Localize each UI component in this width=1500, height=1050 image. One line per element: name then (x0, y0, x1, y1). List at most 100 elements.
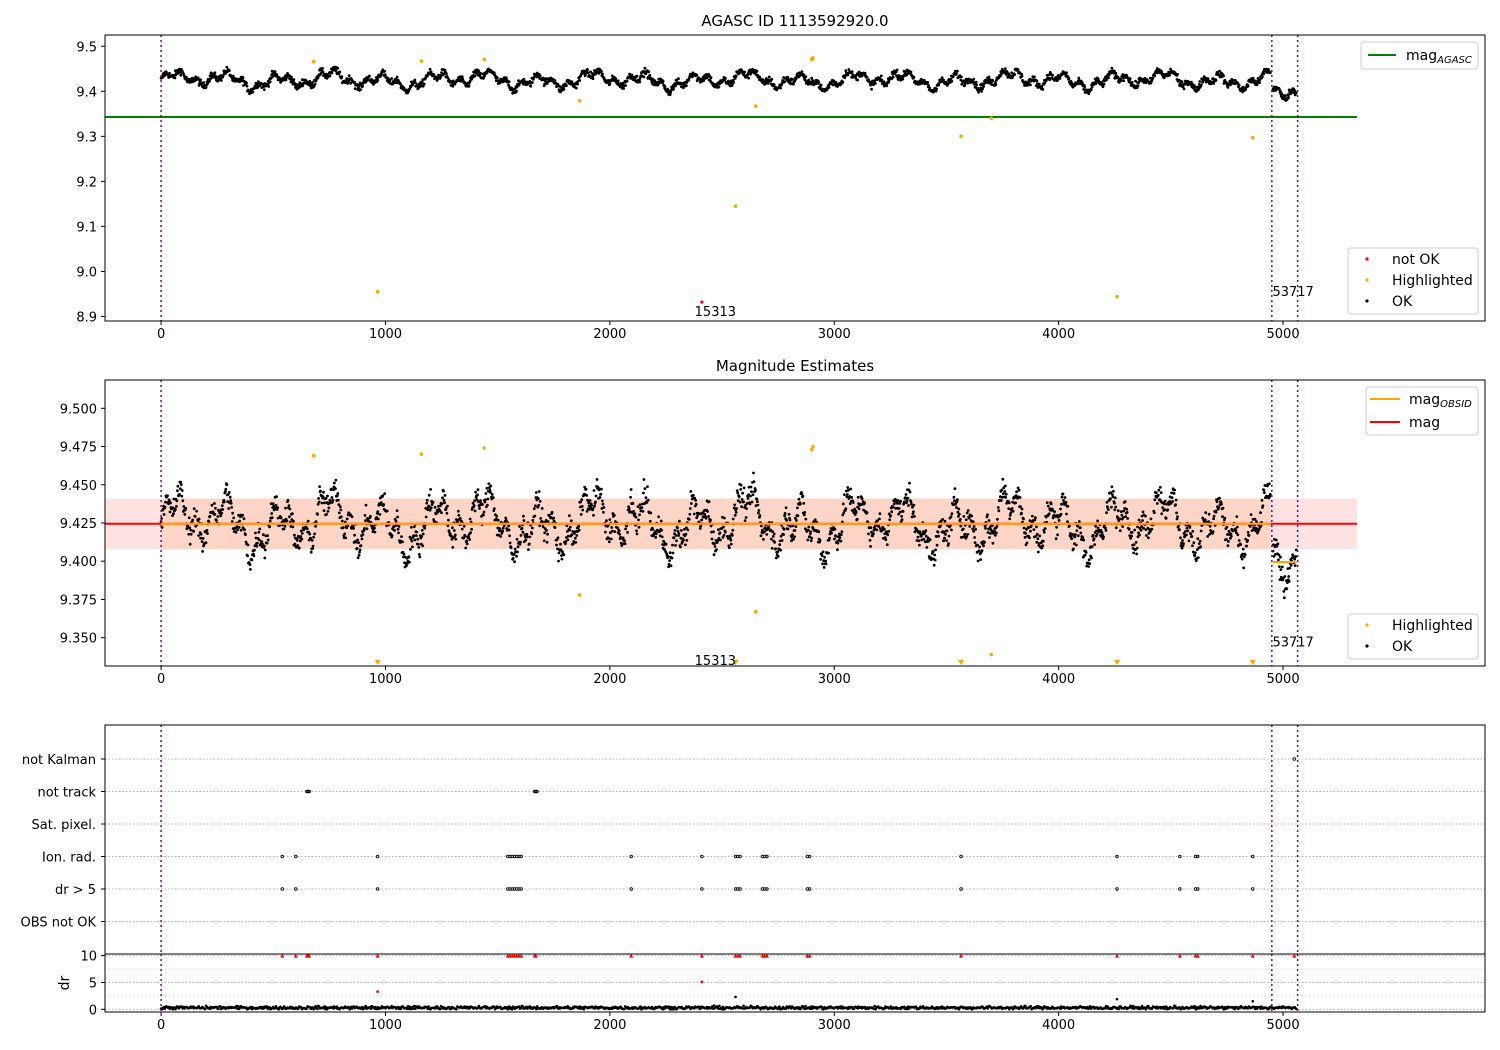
ok-point (1122, 509, 1126, 513)
ok-point (1203, 518, 1207, 522)
ok-point (1161, 506, 1165, 509)
ok-point (907, 504, 910, 507)
ok-point (817, 80, 821, 84)
ok-point (225, 65, 229, 69)
ok-point (163, 505, 167, 509)
ok-point (670, 556, 674, 560)
ok-point (719, 538, 722, 542)
ok-point (311, 80, 315, 84)
ok-point (1191, 86, 1195, 90)
ok-point (958, 518, 962, 521)
ok-point (984, 526, 987, 530)
ok-point (1180, 80, 1184, 84)
ok-point (863, 501, 866, 505)
ok-point (1136, 525, 1139, 529)
ok-point (950, 528, 953, 532)
ok-point (308, 79, 312, 83)
ok-point (823, 555, 826, 559)
ok-point (397, 525, 401, 528)
ok-point (1135, 546, 1139, 550)
ok-point (588, 499, 592, 502)
ok-point (1279, 568, 1283, 571)
ok-point (872, 532, 875, 535)
ok-point (241, 76, 245, 80)
ok-point (949, 77, 953, 81)
ok-point (607, 537, 611, 540)
ok-point (730, 83, 734, 86)
ok-point (173, 76, 177, 80)
ok-point (501, 529, 505, 533)
ok-point (560, 557, 564, 561)
ok-point (552, 516, 555, 520)
ok-point (321, 495, 325, 499)
agasc-xtick-label: 3000 (818, 327, 851, 342)
ok-point (1046, 504, 1050, 508)
ok-point (1199, 83, 1203, 87)
ok-point (309, 537, 313, 540)
ok-point (385, 524, 389, 528)
highlighted-point (375, 289, 380, 294)
ok-point (187, 532, 191, 536)
ok-point (350, 515, 354, 519)
ok-point (931, 550, 935, 553)
ok-point (885, 84, 889, 88)
ok-point (1119, 79, 1123, 82)
ok-point (632, 510, 635, 513)
ok-point (995, 531, 998, 535)
ok-point (685, 84, 688, 88)
ok-point (393, 529, 396, 532)
ok-point (1041, 88, 1045, 91)
ok-point (1116, 509, 1120, 513)
ok-point (1157, 488, 1161, 492)
ok-point (446, 504, 449, 508)
ok-point (250, 558, 254, 562)
ok-point (779, 86, 782, 90)
highlighted-point (811, 444, 815, 449)
ok-point (490, 493, 494, 496)
ok-point (213, 502, 216, 505)
ok-point (621, 536, 625, 540)
ok-point (899, 499, 902, 503)
ok-point (566, 538, 570, 542)
ok-point (263, 548, 267, 552)
ok-point (702, 79, 705, 82)
ok-point (396, 515, 399, 519)
ok-point (679, 545, 682, 549)
ok-point (199, 78, 203, 82)
ok-point (918, 543, 921, 547)
ok-point (979, 558, 982, 561)
ok-point (206, 532, 209, 535)
ok-point (283, 524, 287, 528)
ok-point (539, 517, 543, 520)
ok-point (666, 554, 670, 558)
ok-point (728, 534, 732, 538)
ok-point (1036, 537, 1040, 541)
ok-point (433, 506, 437, 509)
ok-point (516, 550, 519, 554)
ok-point (713, 542, 716, 546)
ok-point (745, 502, 749, 505)
ok-point (667, 565, 670, 569)
ok-point (413, 81, 417, 85)
ok-point (959, 75, 963, 79)
ok-point (443, 501, 446, 505)
ok-point (463, 534, 467, 538)
ok-point (750, 500, 754, 504)
ok-point (338, 70, 342, 74)
ok-point (226, 500, 230, 503)
ok-point (285, 519, 289, 523)
ok-point (546, 532, 549, 536)
ok-point (1090, 545, 1094, 549)
ok-point (224, 487, 228, 491)
ok-point (1020, 507, 1024, 511)
ok-point (1182, 542, 1185, 546)
ok-point (1035, 532, 1039, 536)
ok-point (222, 500, 226, 504)
ok-point (713, 545, 717, 548)
ok-point (622, 87, 626, 90)
ok-point (507, 80, 511, 84)
ok-point (511, 557, 515, 560)
ok-point (614, 77, 618, 80)
ok-point (627, 507, 631, 511)
ok-point (982, 544, 985, 548)
